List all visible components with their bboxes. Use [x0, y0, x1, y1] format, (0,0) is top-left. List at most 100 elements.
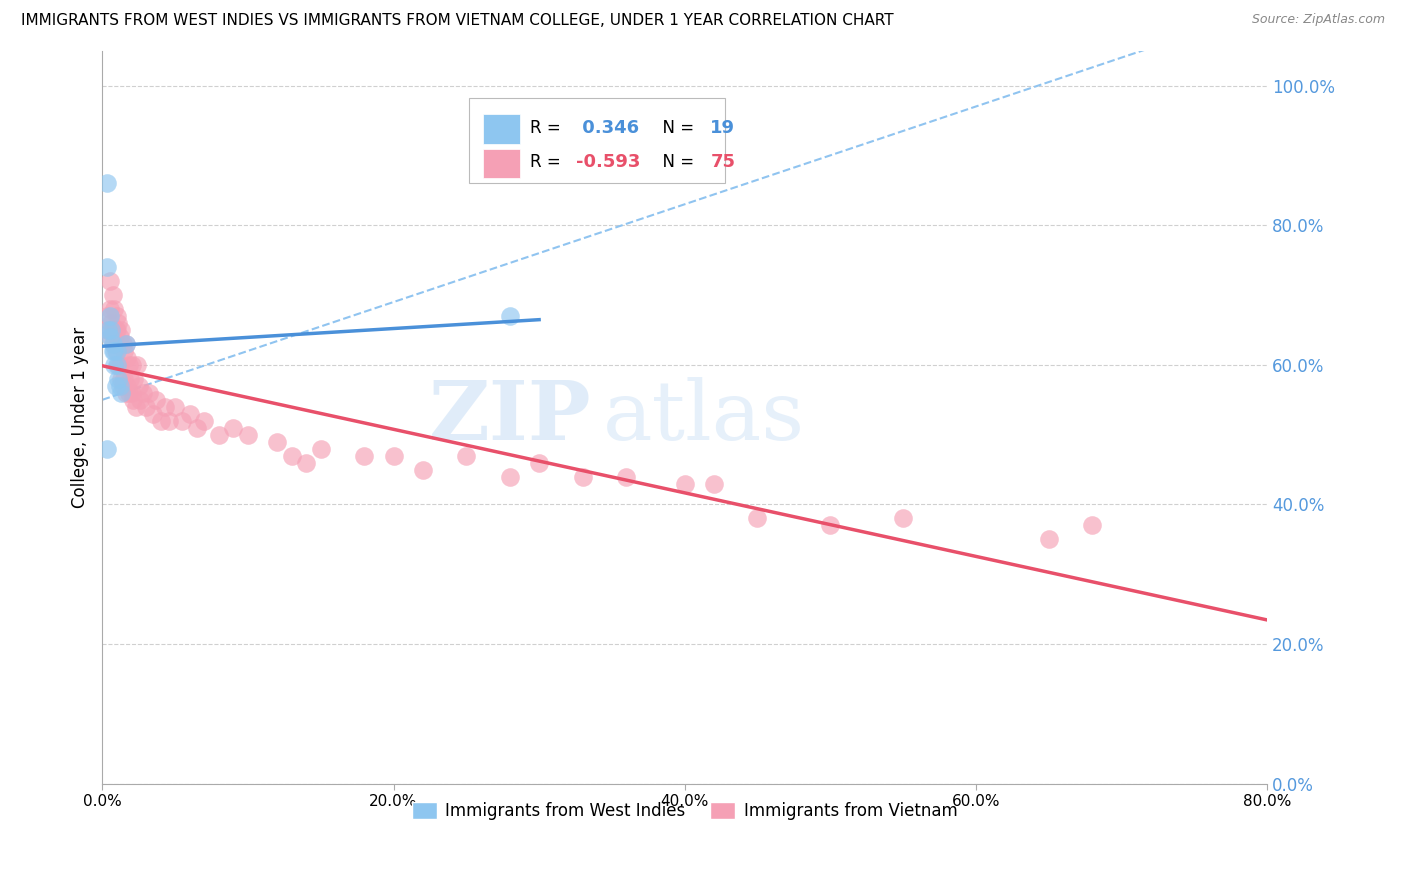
- Point: [122, 392, 145, 407]
- Point: [98, 309, 121, 323]
- Point: [186, 420, 208, 434]
- Point: [172, 414, 194, 428]
- Point: [97, 323, 120, 337]
- Text: IMMIGRANTS FROM WEST INDIES VS IMMIGRANTS FROM VIETNAM COLLEGE, UNDER 1 YEAR COR: IMMIGRANTS FROM WEST INDIES VS IMMIGRANT…: [21, 13, 894, 29]
- Point: [110, 385, 132, 400]
- Point: [105, 337, 128, 351]
- Point: [125, 400, 148, 414]
- Point: [382, 449, 405, 463]
- Point: [98, 330, 121, 344]
- Point: [142, 407, 165, 421]
- Point: [114, 337, 136, 351]
- Point: [105, 309, 128, 323]
- Text: R =: R =: [530, 119, 565, 136]
- Point: [105, 358, 128, 372]
- Point: [103, 343, 125, 358]
- Point: [236, 427, 259, 442]
- Text: -0.593: -0.593: [576, 153, 641, 171]
- Point: [97, 323, 120, 337]
- Point: [193, 414, 215, 428]
- Point: [179, 407, 201, 421]
- Point: [117, 385, 139, 400]
- Point: [98, 301, 121, 316]
- Point: [101, 323, 124, 337]
- Point: [107, 372, 129, 386]
- Point: [499, 469, 522, 483]
- Point: [571, 469, 593, 483]
- Point: [673, 476, 696, 491]
- Text: N =: N =: [652, 153, 699, 171]
- Point: [101, 288, 124, 302]
- Point: [153, 400, 176, 414]
- Point: [100, 316, 122, 330]
- Y-axis label: College, Under 1 year: College, Under 1 year: [72, 326, 89, 508]
- Point: [110, 323, 132, 337]
- Text: 19: 19: [710, 119, 735, 136]
- Point: [127, 358, 149, 372]
- Point: [105, 343, 128, 358]
- Point: [105, 323, 128, 337]
- Point: [145, 392, 167, 407]
- Text: N =: N =: [652, 119, 699, 136]
- Point: [107, 316, 129, 330]
- Point: [222, 420, 245, 434]
- Point: [104, 323, 127, 337]
- Point: [96, 177, 118, 191]
- Point: [103, 358, 125, 372]
- Point: [107, 358, 129, 372]
- Point: [101, 337, 124, 351]
- Point: [115, 351, 138, 365]
- Text: Source: ZipAtlas.com: Source: ZipAtlas.com: [1251, 13, 1385, 27]
- Point: [208, 427, 231, 442]
- Point: [132, 385, 155, 400]
- Point: [499, 309, 522, 323]
- Point: [104, 343, 127, 358]
- Point: [280, 449, 302, 463]
- Point: [96, 442, 118, 456]
- Text: ZIP: ZIP: [429, 377, 592, 458]
- Point: [353, 449, 375, 463]
- FancyBboxPatch shape: [484, 114, 520, 144]
- Point: [703, 476, 725, 491]
- Point: [818, 518, 841, 533]
- Text: R =: R =: [530, 153, 565, 171]
- Point: [456, 449, 478, 463]
- Point: [129, 392, 152, 407]
- Point: [266, 434, 288, 449]
- Point: [114, 337, 136, 351]
- Point: [295, 456, 318, 470]
- Point: [103, 337, 125, 351]
- Point: [112, 372, 135, 386]
- Point: [100, 323, 122, 337]
- Point: [135, 400, 157, 414]
- Point: [1038, 533, 1060, 547]
- Point: [412, 462, 434, 476]
- Text: 0.346: 0.346: [576, 119, 640, 136]
- Text: 75: 75: [710, 153, 735, 171]
- Point: [121, 385, 143, 400]
- Point: [100, 330, 122, 344]
- Point: [616, 469, 638, 483]
- Point: [527, 456, 550, 470]
- Text: atlas: atlas: [603, 377, 806, 458]
- Point: [117, 358, 139, 372]
- Point: [103, 301, 125, 316]
- Point: [111, 379, 134, 393]
- FancyBboxPatch shape: [470, 98, 725, 183]
- Point: [157, 414, 180, 428]
- Point: [108, 358, 131, 372]
- Point: [108, 330, 131, 344]
- Point: [115, 379, 138, 393]
- Point: [138, 385, 160, 400]
- Point: [747, 511, 769, 525]
- Point: [1081, 518, 1104, 533]
- Legend: Immigrants from West Indies, Immigrants from Vietnam: Immigrants from West Indies, Immigrants …: [405, 795, 965, 827]
- Point: [96, 309, 118, 323]
- Point: [112, 343, 135, 358]
- Point: [891, 511, 914, 525]
- Point: [149, 414, 172, 428]
- Point: [128, 379, 150, 393]
- Point: [110, 372, 132, 386]
- Point: [98, 274, 121, 288]
- Point: [111, 337, 134, 351]
